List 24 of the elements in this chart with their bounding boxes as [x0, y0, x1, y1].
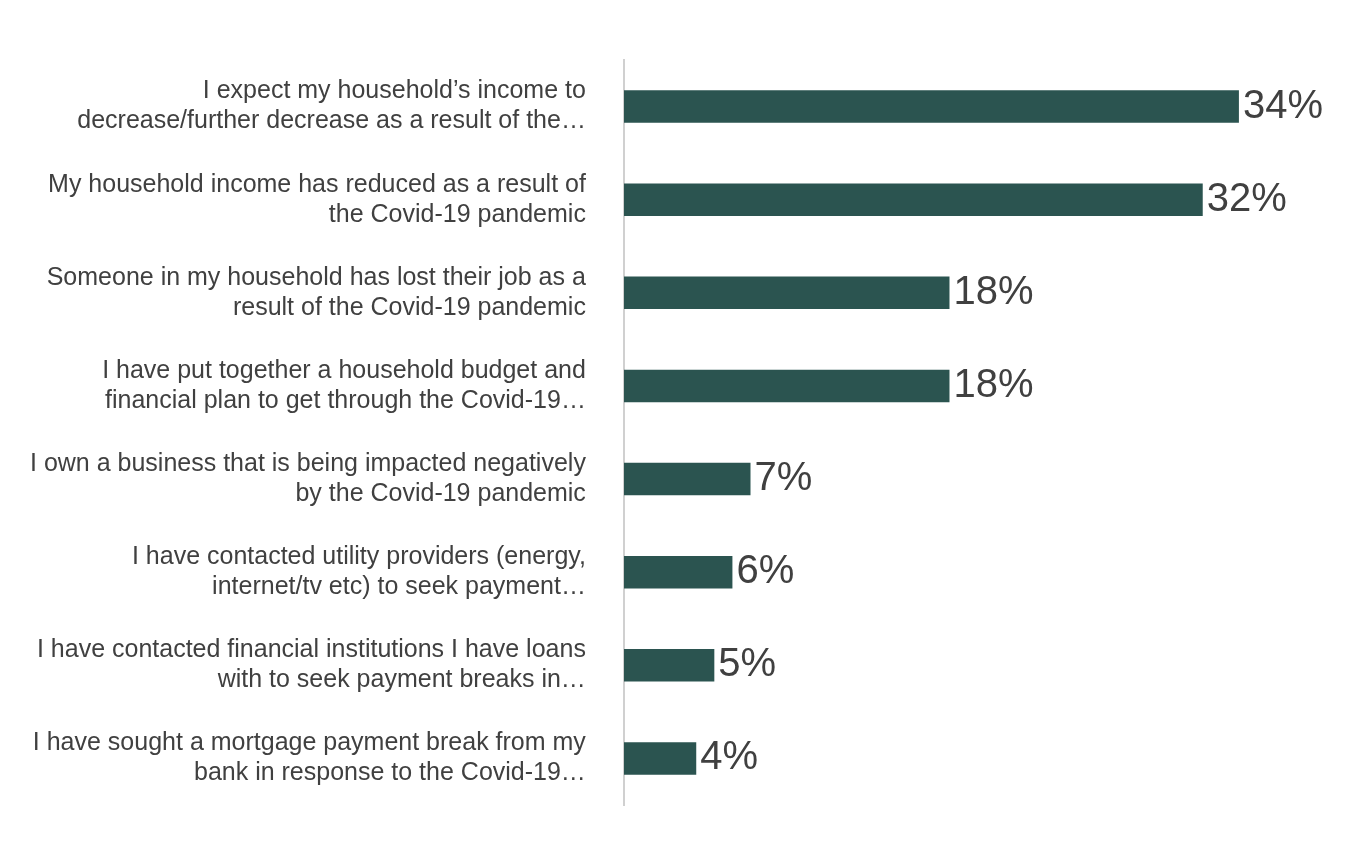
- data-label: 6%: [736, 547, 795, 592]
- y-tick-label: I have contacted utility providers (energy, internet/tv etc) to seek payment…: [131, 541, 586, 600]
- data-label: 34%: [1242, 81, 1323, 126]
- bar: [623, 555, 733, 589]
- data-label: 18%: [953, 360, 1034, 405]
- bar: [623, 90, 1239, 123]
- data-label: 7%: [754, 454, 813, 499]
- bar: [623, 183, 1203, 216]
- data-label: 5%: [718, 640, 777, 685]
- data-label: 4%: [700, 733, 759, 778]
- y-tick-label: I own a business that is being impacted negatively by the Covid-19 pandemic: [29, 447, 587, 506]
- y-tick-label: My household income has reduced as a result of the Covid-19 pandemic: [48, 168, 586, 227]
- data-label: 18%: [953, 267, 1034, 312]
- bar: [623, 369, 950, 403]
- bar: [623, 742, 697, 775]
- y-tick-label: I have put together a household budget and financial plan to get through the Covid-19…: [102, 354, 586, 413]
- y-tick-label: Someone in my household has lost their job as a result of the Covid-19 pandemic: [46, 261, 586, 320]
- y-tick-label: I have contacted financial institutions I have loans with to seek payment breaks in…: [36, 634, 586, 693]
- bar: [623, 649, 715, 682]
- y-tick-label: I have sought a mortgage payment break from my bank in response to the Covid-19…: [32, 727, 587, 786]
- data-label: 32%: [1206, 174, 1287, 219]
- bar: [623, 462, 751, 496]
- y-tick-label: I expect my household’s income to decrease/further decrease as a result of the…: [77, 75, 586, 134]
- bar: [623, 276, 950, 310]
